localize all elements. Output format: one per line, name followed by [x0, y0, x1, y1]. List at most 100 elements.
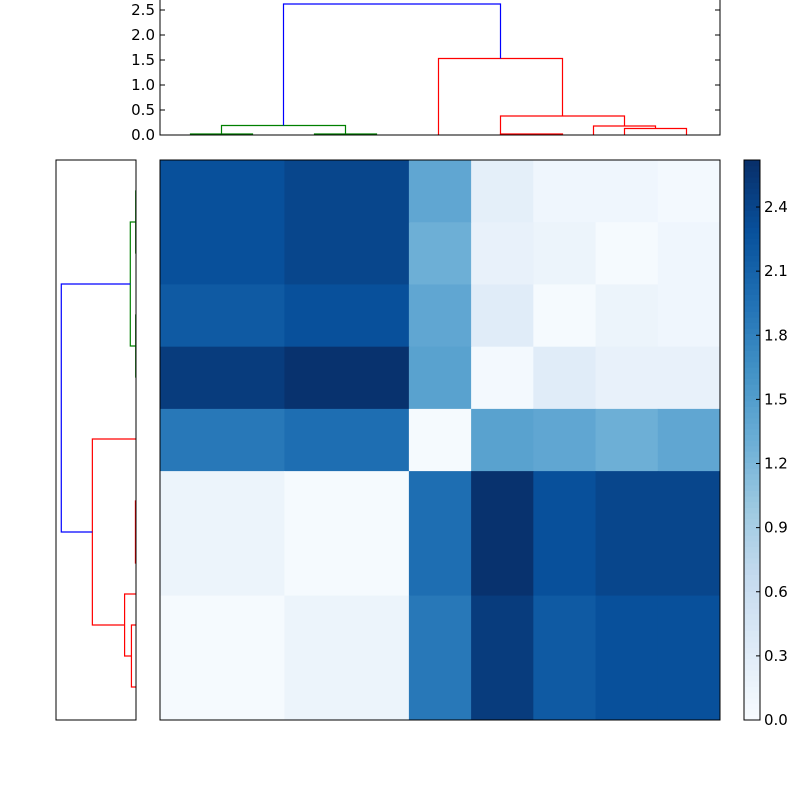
colorbar-segment [744, 400, 760, 407]
colorbar-segment [744, 692, 760, 699]
heatmap-cell [657, 471, 721, 597]
colorbar-tick-label: 0.9 [764, 519, 788, 537]
colorbar-segment [744, 568, 760, 575]
colorbar-segment [744, 339, 760, 346]
colorbar-tick-label: 1.5 [764, 390, 788, 408]
colorbar-segment [744, 188, 760, 195]
colorbar-segment [744, 227, 760, 234]
colorbar-segment [744, 456, 760, 463]
colorbar-segment [744, 552, 760, 559]
colorbar-segment [744, 333, 760, 340]
colorbar-segment [744, 602, 760, 609]
heatmap-cell [595, 284, 659, 348]
colorbar-segment [744, 316, 760, 323]
colorbar-segment [744, 630, 760, 637]
y-tick-label: 2.5 [131, 1, 155, 19]
top-dendrogram: 0.0 0.5 1.0 1.5 2.0 2.5 [131, 0, 721, 144]
top-merge-link [623, 127, 688, 135]
colorbar: 0.0 0.3 0.6 0.9 1.2 1.5 1.8 2.1 2.4 [743, 159, 788, 729]
heatmap-cell [284, 471, 410, 597]
heatmap-cell [408, 346, 472, 410]
colorbar-segment [744, 596, 760, 603]
heatmap-cell [533, 160, 597, 223]
colorbar-segment [744, 451, 760, 458]
heatmap-cell [595, 346, 659, 410]
heatmap-cell [471, 160, 534, 223]
colorbar-segment [744, 176, 760, 183]
colorbar-segment [744, 479, 760, 486]
colorbar-segment [744, 232, 760, 239]
colorbar-segment [744, 294, 760, 301]
colorbar-segment [744, 305, 760, 312]
heatmap-cell [595, 222, 659, 285]
heatmap-cell [595, 595, 659, 721]
colorbar-segment [744, 266, 760, 273]
colorbar-segment [744, 283, 760, 290]
heatmap-cell [657, 222, 721, 285]
top-merge-link [282, 3, 502, 126]
top-merge-link [220, 124, 347, 134]
colorbar-segment [744, 496, 760, 503]
heatmap-cell [471, 408, 534, 472]
colorbar-segment [744, 546, 760, 553]
colorbar-segment [744, 277, 760, 284]
colorbar-segment [744, 412, 760, 419]
colorbar-segment [744, 619, 760, 626]
colorbar-segment [744, 591, 760, 598]
colorbar-segment [744, 445, 760, 452]
colorbar-tick-label: 2.4 [764, 198, 788, 216]
heatmap-cell [284, 222, 410, 285]
y-tick-label: 0.0 [131, 126, 155, 144]
heatmap-cell [160, 222, 285, 285]
heatmap-cell [471, 222, 534, 285]
colorbar-segment [744, 300, 760, 307]
colorbar-segment [744, 535, 760, 542]
colorbar-segment [744, 395, 760, 402]
colorbar-segment [744, 356, 760, 363]
colorbar-segment [744, 473, 760, 480]
colorbar-segment [744, 193, 760, 200]
colorbar-segment [744, 585, 760, 592]
colorbar-segment [744, 244, 760, 251]
heatmap-cell [471, 284, 534, 348]
colorbar-segment [744, 501, 760, 508]
heatmap-cell [533, 408, 597, 472]
colorbar-segment [744, 680, 760, 687]
y-tick-label: 2.0 [131, 26, 155, 44]
left-merge-link [91, 438, 136, 626]
heatmap-cell [533, 346, 597, 410]
colorbar-tick-label: 0.6 [764, 583, 788, 601]
heatmap-cell [160, 346, 285, 410]
colorbar-segment [744, 350, 760, 357]
colorbar-segment [744, 557, 760, 564]
colorbar-segment [744, 160, 760, 167]
heatmap-cell [160, 408, 285, 472]
colorbar-segment [744, 714, 760, 721]
heatmap-cell [408, 222, 472, 285]
colorbar-segment [744, 389, 760, 396]
colorbar-segment [744, 697, 760, 704]
colorbar-segment [744, 468, 760, 475]
colorbar-segment [744, 484, 760, 491]
colorbar-tick-label: 0.3 [764, 647, 788, 665]
colorbar-segment [744, 434, 760, 441]
colorbar-segment [744, 608, 760, 615]
colorbar-tick-label: 1.2 [764, 455, 788, 473]
colorbar-segment [744, 361, 760, 368]
colorbar-segment [744, 210, 760, 217]
colorbar-segment [744, 686, 760, 693]
colorbar-segment [744, 344, 760, 351]
colorbar-segment [744, 540, 760, 547]
colorbar-segment [744, 322, 760, 329]
colorbar-tick-label: 2.1 [764, 262, 788, 280]
colorbar-segment [744, 512, 760, 519]
heatmap-cell [657, 284, 721, 348]
y-tick-label: 0.5 [131, 101, 155, 119]
colorbar-segment [744, 574, 760, 581]
heatmap-cell [595, 160, 659, 223]
colorbar-segment [744, 372, 760, 379]
heatmap-frame [159, 159, 721, 721]
left-merge-link [123, 593, 136, 657]
colorbar-segment [744, 204, 760, 211]
